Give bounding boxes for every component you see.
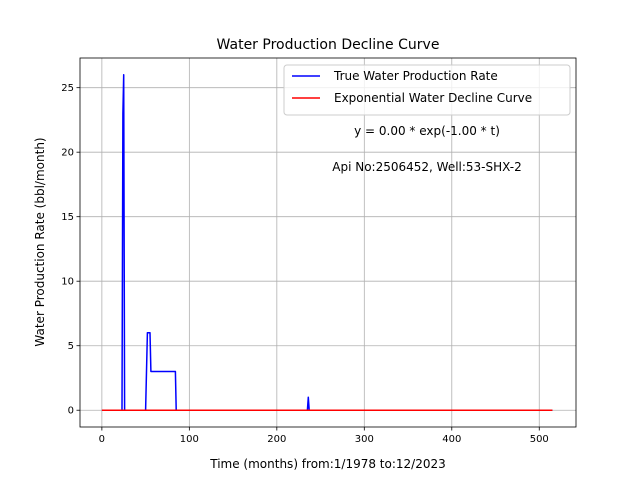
legend-label-true-water: True Water Production Rate <box>333 69 498 83</box>
x-tick-label: 300 <box>355 434 374 445</box>
equation-annotation: y = 0.00 * exp(-1.00 * t) <box>354 124 500 138</box>
legend-label-exponential: Exponential Water Decline Curve <box>334 91 532 105</box>
chart-title: Water Production Decline Curve <box>217 37 440 53</box>
x-tick-label: 500 <box>530 434 549 445</box>
y-tick-label: 10 <box>61 277 74 288</box>
y-tick-label: 15 <box>61 212 74 223</box>
series-layer <box>101 74 553 411</box>
x-tick-label: 200 <box>267 434 286 445</box>
y-axis-label: Water Production Rate (bbl/month) <box>33 137 47 346</box>
y-tick-label: 0 <box>68 406 74 417</box>
y-tick-label: 20 <box>61 148 74 159</box>
x-tick-label: 400 <box>442 434 461 445</box>
tick-layer: 0 100 200 300 400 500 0 5 10 15 20 25 <box>61 83 549 445</box>
x-axis-label: Time (months) from:1/1978 to:12/2023 <box>209 457 446 471</box>
legend: True Water Production Rate Exponential W… <box>283 64 571 116</box>
legend-box <box>283 64 571 116</box>
x-tick-label: 0 <box>99 434 105 445</box>
plot-frame <box>79 57 577 428</box>
y-tick-label: 25 <box>61 83 74 94</box>
y-tick-label: 5 <box>68 341 74 352</box>
x-tick-label: 100 <box>180 434 199 445</box>
grid-layer <box>80 58 576 427</box>
well-annotation: Api No:2506452, Well:53-SHX-2 <box>332 160 522 174</box>
